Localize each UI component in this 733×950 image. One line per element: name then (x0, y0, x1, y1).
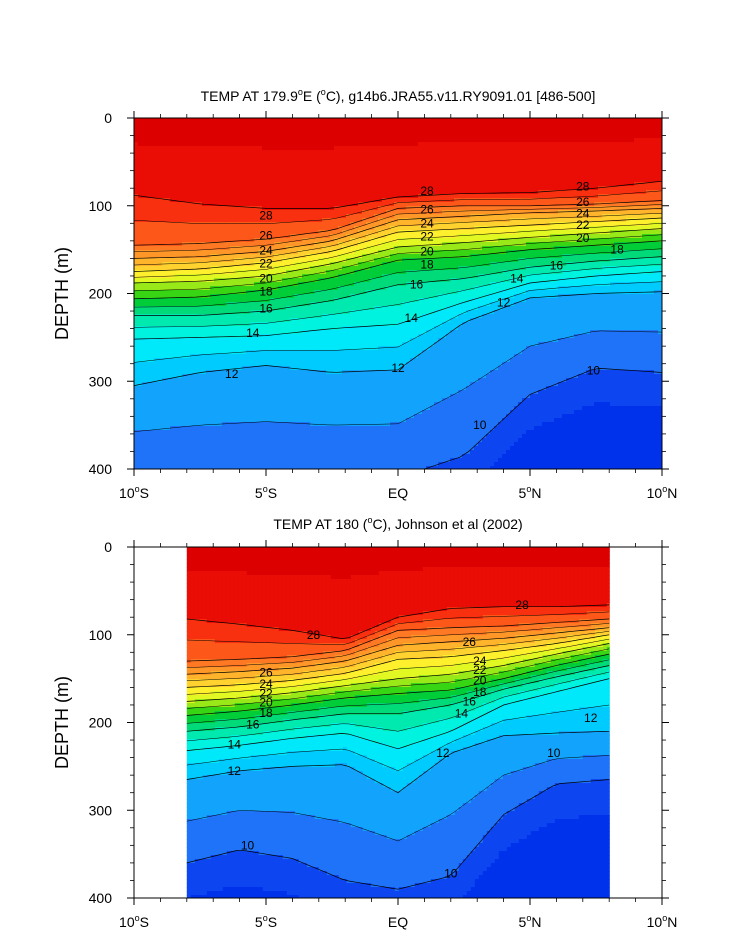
y-tick-label: 100 (89, 627, 113, 643)
x-tick-label: EQ (388, 485, 408, 501)
contour-label: 16 (550, 258, 564, 272)
chart-title: TEMP AT 180 (oC), Johnson et al (2002) (273, 515, 522, 532)
y-axis-label: DEPTH (m) (52, 676, 72, 769)
contour-label: 16 (246, 717, 260, 731)
contour-label: 10 (473, 418, 487, 432)
contour-label: 26 (463, 635, 477, 649)
contour-field (134, 118, 663, 478)
contour-label: 10 (241, 838, 255, 852)
contour-label: 12 (228, 764, 242, 778)
x-tick-label: 10oS (119, 484, 149, 501)
contour-label: 28 (576, 179, 590, 193)
contour-label: 20 (420, 244, 434, 258)
x-tick-label: 10oN (647, 913, 678, 930)
contour-label: 24 (420, 216, 434, 230)
x-tick-label: 5oS (255, 913, 277, 930)
x-tick-label: 10oN (647, 484, 678, 501)
contour-label: 18 (420, 258, 434, 272)
x-tick-label: EQ (388, 914, 408, 930)
contour-label: 14 (405, 311, 419, 325)
contour-label: 18 (259, 285, 273, 299)
contour-label: 12 (436, 746, 450, 760)
contour-label: 28 (515, 598, 529, 612)
contour-label: 10 (547, 746, 561, 760)
contour-label: 14 (228, 737, 242, 751)
x-tick-label: 5oN (519, 913, 542, 930)
contour-label: 12 (497, 295, 511, 309)
y-tick-label: 200 (89, 286, 113, 302)
contour-label: 12 (391, 361, 405, 375)
contour-label: 18 (610, 243, 624, 257)
contour-label: 20 (259, 272, 273, 286)
contour-label: 22 (576, 218, 590, 232)
y-tick-label: 100 (89, 198, 113, 214)
y-tick-label: 400 (89, 461, 113, 477)
contour-label: 26 (420, 202, 434, 216)
chart-title: TEMP AT 179.9oE (oC), g14b6.JRA55.v11.RY… (201, 87, 596, 104)
y-tick-label: 0 (104, 110, 112, 126)
contour-label: 12 (584, 711, 598, 725)
x-tick-label: 5oS (255, 484, 277, 501)
y-tick-label: 0 (104, 539, 112, 555)
x-tick-label: 5oN (519, 484, 542, 501)
contour-label: 14 (246, 326, 260, 340)
contour-label: 12 (225, 367, 239, 381)
contour-label: 28 (307, 628, 321, 642)
y-tick-label: 200 (89, 715, 113, 731)
contour-label: 22 (259, 257, 273, 271)
contour-label: 28 (420, 184, 434, 198)
contour-label: 24 (259, 244, 273, 258)
y-tick-label: 300 (89, 802, 113, 818)
contour-label: 22 (420, 230, 434, 244)
contour-label: 18 (259, 706, 273, 720)
y-axis-label: DEPTH (m) (52, 247, 72, 340)
y-tick-label: 300 (89, 373, 113, 389)
y-tick-label: 400 (89, 890, 113, 906)
x-tick-label: 10oS (119, 913, 149, 930)
contour-label: 20 (576, 231, 590, 245)
contour-label: 26 (259, 229, 273, 243)
contour-label: 14 (455, 707, 469, 721)
contour-label: 14 (510, 272, 524, 286)
contour-label: 16 (410, 278, 424, 292)
contour-label: 10 (587, 364, 601, 378)
contour-label: 16 (259, 301, 273, 315)
contour-label: 28 (259, 208, 273, 222)
contour-label: 10 (444, 866, 458, 880)
